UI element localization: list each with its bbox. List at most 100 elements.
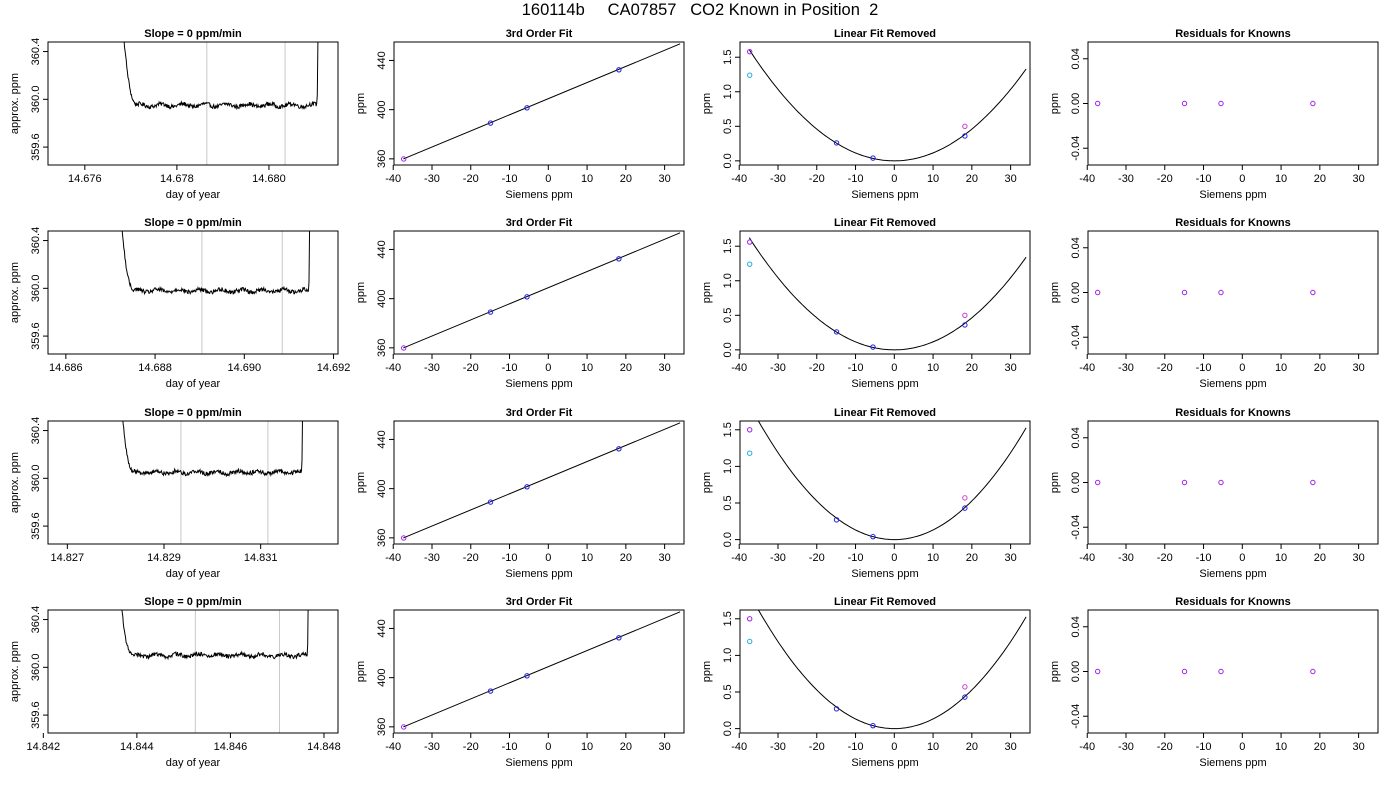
plot-area — [1094, 289, 1316, 296]
x-tick-label: 10 — [1275, 552, 1287, 564]
x-tick-label: 30 — [1352, 741, 1364, 753]
data-point — [746, 239, 753, 245]
data-point — [746, 72, 753, 78]
data-point — [746, 616, 753, 622]
x-tick-label: 14.680 — [252, 173, 286, 185]
y-tick-label: 0.0 — [722, 342, 734, 357]
y-tick-label: 1.0 — [722, 648, 734, 663]
y-tick-label: 400 — [376, 668, 388, 686]
x-tick-label: 10 — [927, 362, 939, 374]
x-tick-label: 30 — [1004, 362, 1016, 374]
data-point — [746, 450, 753, 456]
x-axis-label: Siemens ppm — [505, 189, 572, 201]
panel-row3-residuals: Residuals for Knowns -40 -30 -20 -10 0 10 20 30 -… — [1049, 407, 1379, 580]
x-tick-label: 0 — [1239, 173, 1245, 185]
x-tick-label: 10 — [1275, 173, 1287, 185]
panel-title: Residuals for Knowns — [1175, 407, 1291, 419]
plot-frame — [739, 609, 1031, 734]
y-tick-label: 1.0 — [722, 459, 734, 474]
y-tick-label: 360 — [376, 339, 388, 357]
data-point — [1181, 668, 1188, 675]
data-point — [962, 123, 968, 130]
x-tick-label: 14.690 — [227, 362, 261, 374]
plot-frame — [739, 420, 1031, 545]
fit-line — [403, 43, 681, 160]
x-tick-label: -10 — [502, 362, 518, 374]
y-tick-label: 0.04 — [1070, 427, 1082, 448]
x-tick-label: -20 — [1157, 741, 1173, 753]
x-tick-label: 10 — [927, 741, 939, 753]
y-tick-label: 400 — [376, 100, 388, 118]
x-tick-label: 30 — [1352, 552, 1364, 564]
x-axis-label: Siemens ppm — [505, 757, 572, 769]
y-tick-label: 0.04 — [1070, 616, 1082, 637]
panel-title: Linear Fit Removed — [834, 28, 936, 40]
x-tick-label: 30 — [1004, 552, 1016, 564]
x-tick-label: 0 — [891, 552, 897, 564]
x-tick-label: -10 — [848, 173, 864, 185]
x-axis-label: Siemens ppm — [851, 568, 918, 580]
x-tick-label: -40 — [385, 741, 401, 753]
x-tick-label: -20 — [809, 362, 825, 374]
data-point — [1094, 100, 1101, 107]
panel-row1-linear: Linear Fit Removed -40 -30 -20 -10 0 10 20 30 0.0… — [701, 28, 1031, 201]
data-point — [616, 256, 622, 262]
x-tick-label: 10 — [1275, 362, 1287, 374]
x-tick-label: 14.848 — [307, 741, 341, 753]
x-tick-label: 20 — [966, 362, 978, 374]
data-point — [833, 140, 840, 146]
data-point — [1218, 289, 1224, 296]
panel-title: Linear Fit Removed — [834, 217, 936, 229]
plot-frame — [1087, 609, 1379, 734]
data-point — [1094, 668, 1101, 675]
x-tick-label: 20 — [966, 741, 978, 753]
data-point — [524, 484, 530, 490]
x-tick-label: -30 — [770, 173, 786, 185]
x-tick-label: -20 — [1157, 173, 1173, 185]
y-tick-label: 359.6 — [30, 701, 42, 729]
panel-title: Linear Fit Removed — [834, 596, 936, 608]
panel-row2-linear: Linear Fit Removed -40 -30 -20 -10 0 10 20 30 0.0… — [701, 217, 1031, 390]
data-point — [1218, 100, 1224, 107]
data-point — [870, 533, 876, 540]
y-axis-label: ppm — [355, 472, 367, 493]
x-tick-label: -40 — [1079, 552, 1095, 564]
x-tick-label: 0 — [1239, 362, 1245, 374]
data-point — [1310, 100, 1316, 107]
x-tick-label: 0 — [891, 741, 897, 753]
y-axis-label: approx. ppm — [9, 452, 21, 513]
x-tick-label: -20 — [463, 741, 479, 753]
x-tick-label: -30 — [1118, 552, 1134, 564]
plot-frame — [1087, 230, 1379, 355]
y-tick-label: 0.5 — [722, 495, 734, 510]
y-tick-label: 440 — [376, 619, 388, 637]
y-axis-label: ppm — [1049, 472, 1061, 493]
x-tick-label: -20 — [463, 362, 479, 374]
panel-title: Residuals for Knowns — [1175, 596, 1291, 608]
x-tick-label: 20 — [620, 362, 632, 374]
plot-frame — [393, 230, 685, 355]
x-tick-label: 30 — [658, 362, 670, 374]
data-point — [487, 120, 494, 126]
y-tick-label: 360.4 — [30, 417, 42, 445]
x-tick-label: -10 — [848, 741, 864, 753]
x-tick-label: -40 — [1079, 362, 1095, 374]
panel-row3-time: Slope = 0 ppm/min 14.827 14.829 14.831 359.6… — [9, 407, 339, 580]
x-tick-label: -30 — [1118, 173, 1134, 185]
x-tick-label: -40 — [731, 362, 747, 374]
data-point — [487, 688, 494, 694]
data-point — [1181, 479, 1188, 486]
plot-area — [400, 422, 681, 541]
plot-area — [121, 610, 309, 733]
y-tick-label: 359.6 — [30, 512, 42, 540]
x-tick-label: 20 — [1314, 741, 1326, 753]
x-axis-label: Siemens ppm — [851, 757, 918, 769]
x-tick-label: -40 — [1079, 741, 1095, 753]
x-tick-label: -20 — [1157, 552, 1173, 564]
x-tick-label: -40 — [385, 362, 401, 374]
y-tick-label: 1.0 — [722, 273, 734, 288]
x-tick-label: 0 — [545, 173, 551, 185]
plot-frame — [739, 230, 1031, 355]
x-tick-label: -30 — [770, 362, 786, 374]
